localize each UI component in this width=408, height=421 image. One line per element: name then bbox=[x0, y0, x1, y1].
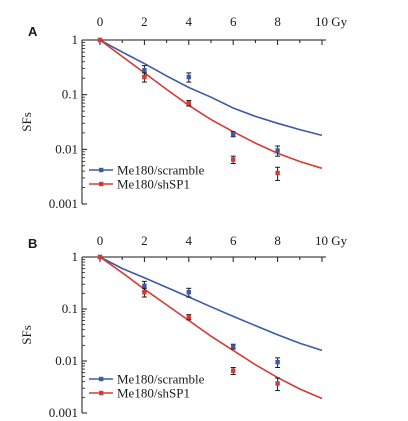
data-point-me180-scramble bbox=[142, 68, 147, 73]
data-point-me180-scramble bbox=[275, 359, 280, 365]
legend-label: Me180/scramble bbox=[117, 372, 205, 387]
y-tick-label: 1 bbox=[72, 32, 79, 47]
y-tick-label: 0.01 bbox=[55, 353, 78, 368]
legend-label: Me180/shSP1 bbox=[117, 177, 190, 192]
y-tick-label: 0.01 bbox=[55, 141, 78, 156]
data-point-me180-shsp1 bbox=[231, 157, 236, 162]
fit-curve-me180-scramble bbox=[99, 256, 323, 352]
x-tick-label: 4 bbox=[186, 233, 193, 248]
x-tick-label: 2 bbox=[141, 233, 148, 248]
data-point-me180-shsp1 bbox=[142, 290, 147, 295]
x-tick-label: 4 bbox=[186, 14, 193, 29]
x-tick-label: 6 bbox=[230, 14, 237, 29]
data-point-me180-shsp1 bbox=[231, 368, 236, 373]
fit-curve-me180-scramble bbox=[99, 39, 323, 137]
y-tick-label: 0.001 bbox=[49, 196, 78, 211]
data-point-me180-shsp1 bbox=[97, 254, 103, 260]
data-point-me180-shsp1 bbox=[186, 314, 191, 320]
x-tick-label: 0 bbox=[97, 14, 104, 29]
y-axis-label: SFs bbox=[19, 112, 34, 132]
legend-label: Me180/scramble bbox=[117, 163, 205, 178]
data-point-me180-shsp1 bbox=[142, 74, 147, 80]
data-point-me180-scramble bbox=[275, 148, 280, 153]
legend-marker bbox=[99, 167, 104, 173]
y-tick-label: 0.1 bbox=[62, 301, 78, 316]
y-tick-label: 1 bbox=[72, 249, 79, 264]
data-point-me180-shsp1 bbox=[186, 100, 191, 106]
fit-curve-me180-shsp1 bbox=[99, 39, 323, 170]
data-point-me180-scramble bbox=[231, 131, 236, 137]
data-point-me180-scramble bbox=[186, 74, 191, 80]
x-tick-label: 6 bbox=[230, 233, 237, 248]
legend-marker bbox=[99, 390, 104, 396]
data-point-me180-shsp1 bbox=[275, 170, 280, 176]
panel-label: B bbox=[28, 236, 37, 251]
fit-curve-me180-shsp1 bbox=[99, 256, 323, 400]
legend-label: Me180/shSP1 bbox=[117, 386, 190, 401]
data-point-me180-scramble bbox=[186, 290, 191, 295]
x-tick-label: 8 bbox=[274, 14, 281, 29]
legend-marker bbox=[99, 181, 104, 187]
panel-A: A 0 2 4 6 8 10 Gy 1 0.1 0.01 0.001 SFs Me180/scrambl… bbox=[19, 14, 348, 211]
panel-label: A bbox=[28, 24, 38, 39]
data-point-me180-shsp1 bbox=[97, 37, 103, 43]
data-point-me180-scramble bbox=[142, 283, 147, 288]
x-tick-label: 10 Gy bbox=[315, 14, 348, 29]
y-axis-label: SFs bbox=[19, 325, 34, 345]
x-tick-label: 10 Gy bbox=[315, 233, 348, 248]
data-point-me180-shsp1 bbox=[275, 381, 280, 386]
y-tick-label: 0.1 bbox=[62, 87, 78, 102]
panel-B: B 0 2 4 6 8 10 Gy 1 0.1 0.01 0.001 SFs Me180/scrambl… bbox=[19, 233, 348, 420]
x-tick-label: 2 bbox=[141, 14, 148, 29]
x-tick-label: 8 bbox=[274, 233, 281, 248]
data-point-me180-scramble bbox=[231, 344, 236, 349]
x-tick-label: 0 bbox=[97, 233, 104, 248]
legend-marker bbox=[99, 376, 104, 382]
y-tick-label: 0.001 bbox=[49, 405, 78, 420]
